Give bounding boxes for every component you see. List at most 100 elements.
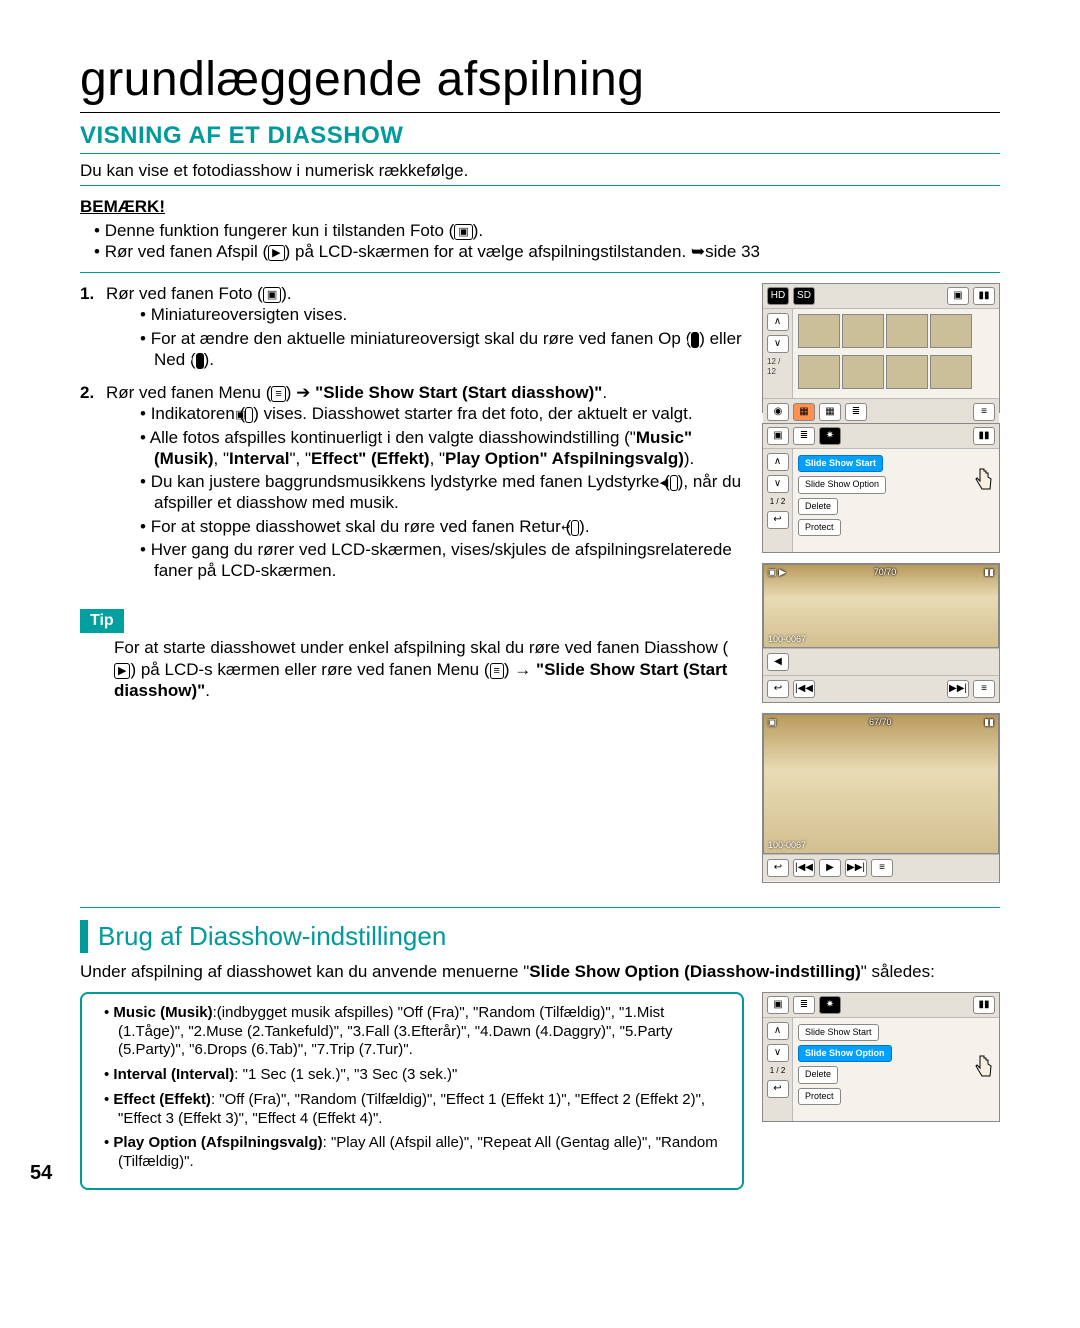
battery-icon: ▮▮ — [973, 287, 995, 305]
grid3-icon[interactable]: ▦ — [793, 403, 815, 421]
down-button[interactable]: ∨ — [767, 1044, 789, 1062]
camera-icon[interactable]: ◉ — [767, 403, 789, 421]
thumb-counter: 12 / 12 — [767, 357, 788, 377]
sd-tab-icon: SD — [793, 287, 815, 305]
menu-page-indicator: 1 / 2 — [770, 1066, 786, 1076]
menu-item-delete[interactable]: Delete — [798, 1066, 838, 1083]
step-number: 2. — [80, 382, 106, 583]
note-label: BEMÆRK! — [80, 196, 165, 217]
next-button[interactable]: ▶▶| — [947, 680, 969, 698]
thumbnail[interactable] — [842, 355, 884, 389]
menu-button[interactable]: ≡ — [973, 680, 995, 698]
menu-item-slideshow-start[interactable]: Slide Show Start — [798, 455, 883, 472]
return-button[interactable]: ↩ — [767, 1080, 789, 1098]
play-counter: 70/70 — [874, 567, 897, 578]
lcd-screenshot-menu: ▣ ≣ ✷ ▮▮ ∧ ∨ 1 / 2 ↩ Slide Show Start — [762, 423, 1000, 553]
thumbnail[interactable] — [886, 314, 928, 348]
photo-mode-icon: ▣ — [947, 287, 969, 305]
battery-icon: ▮▮ — [973, 427, 995, 445]
prev-button[interactable]: |◀◀ — [793, 680, 815, 698]
up-button[interactable]: ∧ — [767, 313, 789, 331]
step-1: 1. Rør ved fanen Foto (▣). Miniatureover… — [80, 283, 744, 372]
return-button[interactable]: ↩ — [767, 859, 789, 877]
lcd-screenshot-playing: ▣ ▶ 70/70 ▮▮ 100-0067 ◀ ↩ |◀◀ ▶▶| — [762, 563, 1000, 703]
next-button[interactable]: ▶▶| — [845, 859, 867, 877]
option-interval: Interval (Interval): "1 Sec (1 sek.)", "… — [104, 1066, 728, 1085]
hand-pointer-icon — [972, 467, 996, 491]
step2-bullet: Du kan justere baggrundsmusikkens lydsty… — [140, 471, 744, 514]
battery-icon: ▮▮ — [984, 717, 994, 728]
menu-icon: ≡ — [271, 386, 285, 402]
slideshow-button[interactable]: ▶ — [819, 859, 841, 877]
menu-button[interactable]: ≡ — [973, 403, 995, 421]
step2-bullet: Indikatoren (▣) vises. Diasshowet starte… — [140, 403, 744, 424]
file-number: 100-0067 — [768, 634, 806, 644]
menu-item-slideshow-start[interactable]: Slide Show Start — [798, 1024, 879, 1041]
menu-item-protect[interactable]: Protect — [798, 1088, 841, 1105]
thumbnail[interactable] — [842, 314, 884, 348]
gear-icon: ✷ — [819, 996, 841, 1014]
step2-bullet: Alle fotos afspilles kontinuerligt i den… — [140, 427, 744, 470]
step-2: 2. Rør ved fanen Menu (≡) ➔ "Slide Show … — [80, 382, 744, 583]
step-number: 1. — [80, 283, 106, 372]
photo-mode-icon: ▣ — [768, 567, 777, 577]
photo-mode-icon: ▣ — [767, 427, 789, 445]
option-effect: Effect (Effekt): "Off (Fra)", "Random (T… — [104, 1091, 728, 1129]
play-tab-icon: ▶ — [268, 245, 284, 261]
step1-bullet: For at ændre den aktuelle miniatureovers… — [140, 328, 744, 371]
menu-item-protect[interactable]: Protect — [798, 519, 841, 536]
volume-icon: ◀ — [670, 475, 678, 491]
section-divider — [80, 907, 1000, 908]
tip-badge: Tip — [80, 609, 124, 633]
lcd-screenshot-menu-option: ▣ ≣ ✷ ▮▮ ∧ ∨ 1 / 2 ↩ Slide Show Start — [762, 992, 1000, 1122]
options-box: Music (Musik):(indbygget musik afspilles… — [80, 992, 744, 1190]
down-button[interactable]: ∨ — [767, 475, 789, 493]
up-button[interactable]: ∧ — [767, 1022, 789, 1040]
menu-item-slideshow-option[interactable]: Slide Show Option — [798, 476, 886, 493]
menu-icon: ≡ — [490, 663, 504, 679]
thumbnail[interactable] — [798, 314, 840, 348]
menu-button[interactable]: ≡ — [871, 859, 893, 877]
note-item: Rør ved fanen Afspil (▶) på LCD-skærmen … — [94, 241, 1000, 262]
menu-item-delete[interactable]: Delete — [798, 498, 838, 515]
gear-icon: ✷ — [819, 427, 841, 445]
page-title: grundlæggende afspilning — [80, 50, 1000, 113]
section-title-slideshow: VISNING AF ET DIASSHOW — [80, 121, 1000, 154]
note-box: BEMÆRK! Denne funktion fungerer kun i ti… — [80, 185, 1000, 273]
return-button[interactable]: ↩ — [767, 680, 789, 698]
thumbnail[interactable] — [930, 355, 972, 389]
option-playopt: Play Option (Afspilningsvalg): "Play All… — [104, 1134, 728, 1172]
volume-button[interactable]: ◀ — [767, 653, 789, 671]
return-button[interactable]: ↩ — [767, 511, 789, 529]
list-icon: ≣ — [793, 427, 815, 445]
photo-mode-icon: ▣ — [767, 996, 789, 1014]
photo-mode-icon: ▣ — [768, 717, 777, 728]
step1-bullet: Miniatureoversigten vises. — [140, 304, 744, 325]
tip-text: For at starte diasshowet under enkel afs… — [80, 637, 744, 701]
battery-icon: ▮▮ — [973, 996, 995, 1014]
photo-icon: ▣ — [263, 287, 281, 303]
page-number: 54 — [30, 1161, 52, 1186]
down-button[interactable]: ∨ — [767, 335, 789, 353]
subsection-intro: Under afspilning af diasshowet kan du an… — [80, 961, 1000, 982]
menu-item-slideshow-option[interactable]: Slide Show Option — [798, 1045, 892, 1062]
up-button[interactable]: ∧ — [767, 453, 789, 471]
subsection-title: Brug af Diasshow-indstillingen — [80, 920, 1000, 953]
hand-pointer-icon — [972, 1054, 996, 1078]
step2-bullet: For at stoppe diasshowet skal du røre ve… — [140, 516, 744, 537]
step2-bullet: Hver gang du rører ved LCD-skærmen, vise… — [140, 539, 744, 582]
thumbnail[interactable] — [930, 314, 972, 348]
file-number: 100-0067 — [768, 840, 806, 850]
grid4-icon[interactable]: ▦ — [819, 403, 841, 421]
intro-text: Du kan vise et fotodiasshow i numerisk r… — [80, 160, 1000, 181]
lcd-screenshot-thumbnails: HD SD ▣ ▮▮ ∧ ∨ 12 / 12 — [762, 283, 1000, 413]
thumbnail[interactable] — [798, 355, 840, 389]
down-icon: ∨ — [196, 353, 204, 369]
slideshow-tab-icon: ▶ — [114, 663, 130, 679]
thumbnail[interactable] — [886, 355, 928, 389]
list-icon[interactable]: ≣ — [845, 403, 867, 421]
photo-icon: ▣ — [454, 224, 472, 240]
prev-button[interactable]: |◀◀ — [793, 859, 815, 877]
slideshow-indicator-icon: ▣ — [245, 407, 253, 423]
up-icon: ∧ — [691, 332, 699, 348]
